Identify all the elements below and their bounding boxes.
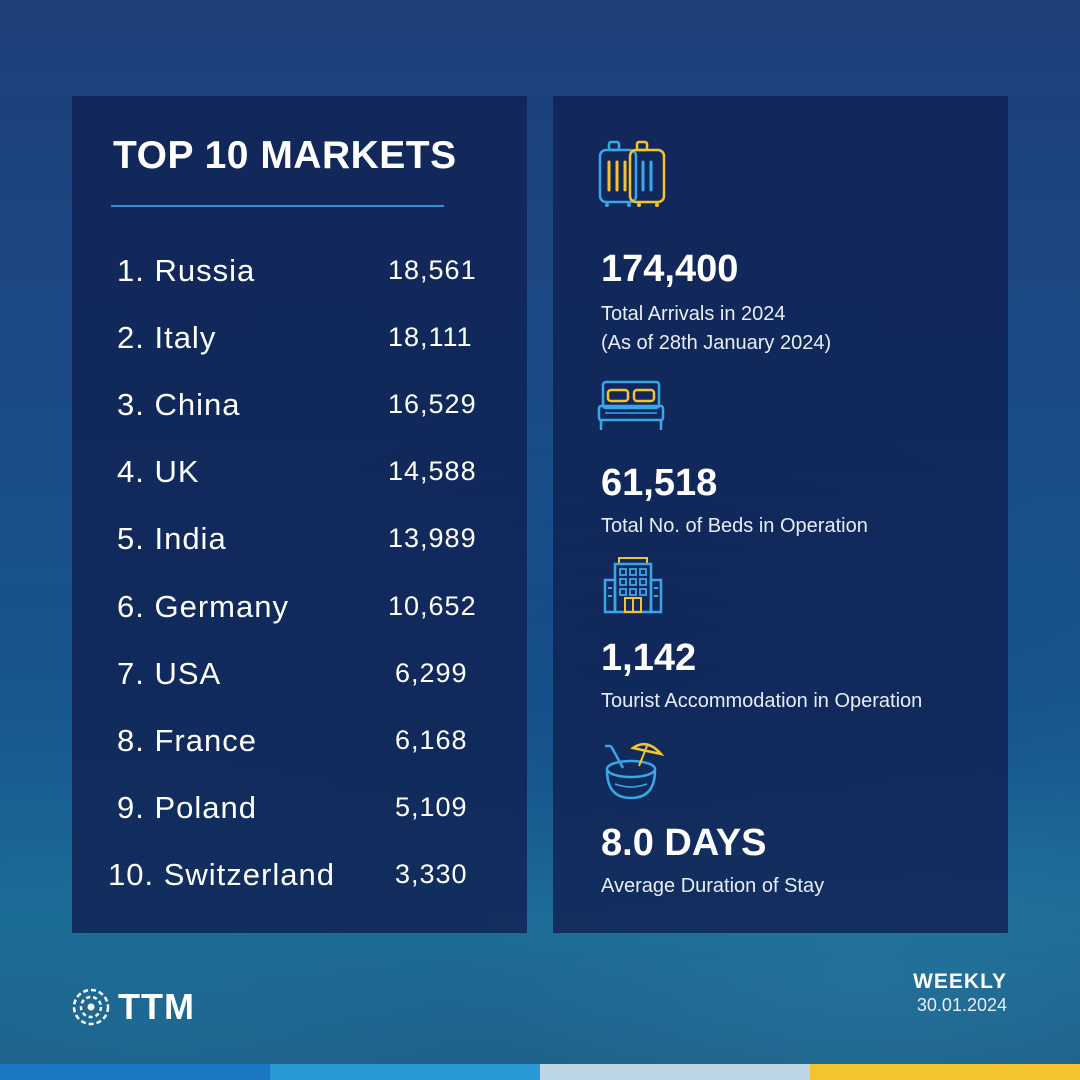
market-name: 1. Russia (117, 253, 256, 288)
market-value: 5,109 (395, 792, 468, 822)
market-name: 8. France (117, 723, 257, 758)
total-arrivals-label: Total Arrivals in 2024 (601, 303, 786, 325)
logo-text: TTM (118, 986, 195, 1027)
top-markets-panel (72, 96, 527, 933)
color-strip-segment (540, 1064, 810, 1080)
color-strip-segment (270, 1064, 540, 1080)
color-strip-segment (0, 1064, 270, 1080)
coconut-drink-icon (605, 742, 665, 800)
market-name: 10. Switzerland (108, 857, 335, 892)
market-name: 2. Italy (117, 320, 217, 355)
market-name: 6. Germany (117, 589, 289, 624)
market-value: 6,299 (395, 658, 468, 688)
market-value: 18,111 (388, 322, 473, 352)
hotel-building-icon (603, 557, 663, 614)
market-row: 3. China 16,529 (0, 387, 527, 427)
total-beds-value: 61,518 (601, 462, 718, 504)
market-row: 4. UK 14,588 (0, 454, 527, 494)
market-value: 3,330 (395, 859, 468, 889)
total-beds-label: Total No. of Beds in Operation (601, 515, 868, 537)
total-arrivals-value: 174,400 (601, 248, 739, 290)
market-name: 7. USA (117, 656, 222, 691)
market-row: 7. USA 6,299 (0, 656, 527, 696)
market-row: 1. Russia 18,561 (0, 253, 527, 293)
report-frequency: WEEKLY (913, 970, 1007, 993)
market-value: 14,588 (388, 456, 477, 486)
market-name: 5. India (117, 521, 227, 556)
avg-stay-label: Average Duration of Stay (601, 875, 825, 897)
market-name: 9. Poland (117, 790, 257, 825)
color-strip (0, 1064, 1080, 1080)
market-row: 6. Germany 10,652 (0, 589, 527, 629)
report-date: 30.01.2024 (916, 995, 1007, 1015)
avg-stay-value: 8.0 DAYS (601, 822, 767, 864)
title-divider (111, 205, 444, 207)
market-value: 13,989 (388, 523, 477, 553)
market-row: 8. France 6,168 (0, 723, 527, 763)
key-stats-panel (553, 96, 1008, 933)
luggage-icon (598, 140, 666, 207)
accommodation-label: Tourist Accommodation in Operation (601, 690, 923, 712)
market-row: 2. Italy 18,111 (0, 320, 527, 360)
accommodation-value: 1,142 (601, 637, 697, 679)
total-arrivals-note: (As of 28th January 2024) (601, 332, 832, 354)
market-value: 16,529 (388, 389, 477, 419)
color-strip-segment (810, 1064, 1080, 1080)
bed-icon (597, 380, 665, 430)
ttm-logo-icon (72, 988, 110, 1026)
market-row: 10. Switzerland 3,330 (0, 857, 527, 897)
market-name: 4. UK (117, 454, 200, 489)
market-row: 9. Poland 5,109 (0, 790, 527, 830)
markets-title: TOP 10 MARKETS (113, 134, 457, 177)
ttm-logo: TTM (72, 986, 195, 1028)
market-value: 10,652 (388, 591, 477, 621)
market-row: 5. India 13,989 (0, 521, 527, 561)
market-name: 3. China (117, 387, 241, 422)
market-value: 18,561 (388, 255, 477, 285)
market-value: 6,168 (395, 725, 468, 755)
